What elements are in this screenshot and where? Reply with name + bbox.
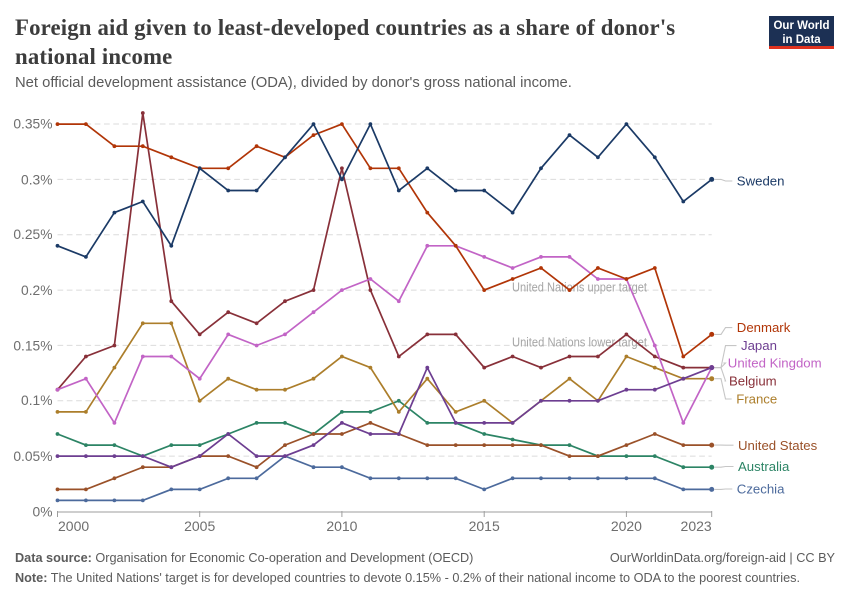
svg-text:United Nations lower target: United Nations lower target — [512, 335, 647, 350]
svg-text:Australia: Australia — [738, 459, 790, 474]
svg-text:Japan: Japan — [741, 338, 777, 353]
svg-text:France: France — [736, 392, 777, 407]
svg-text:United Nations upper target: United Nations upper target — [512, 280, 647, 295]
svg-text:0.3%: 0.3% — [21, 173, 52, 188]
svg-text:Belgium: Belgium — [729, 374, 777, 389]
svg-text:0.2%: 0.2% — [21, 283, 52, 298]
svg-text:Sweden: Sweden — [737, 174, 785, 189]
svg-text:0.05%: 0.05% — [13, 449, 52, 464]
svg-text:0.1%: 0.1% — [21, 393, 52, 408]
svg-text:United States: United States — [738, 438, 818, 453]
svg-text:United Kingdom: United Kingdom — [728, 356, 822, 371]
svg-text:0.35%: 0.35% — [13, 116, 52, 131]
svg-text:2023: 2023 — [681, 518, 712, 534]
svg-text:Denmark: Denmark — [737, 320, 791, 335]
svg-text:0.25%: 0.25% — [13, 227, 52, 242]
svg-text:Czechia: Czechia — [737, 482, 785, 497]
svg-text:2010: 2010 — [326, 518, 357, 534]
svg-text:0.15%: 0.15% — [13, 339, 52, 354]
svg-text:2000: 2000 — [58, 518, 89, 534]
svg-text:2015: 2015 — [469, 518, 500, 534]
svg-text:2005: 2005 — [184, 518, 215, 534]
svg-text:2020: 2020 — [611, 518, 642, 534]
svg-text:0%: 0% — [33, 505, 53, 520]
